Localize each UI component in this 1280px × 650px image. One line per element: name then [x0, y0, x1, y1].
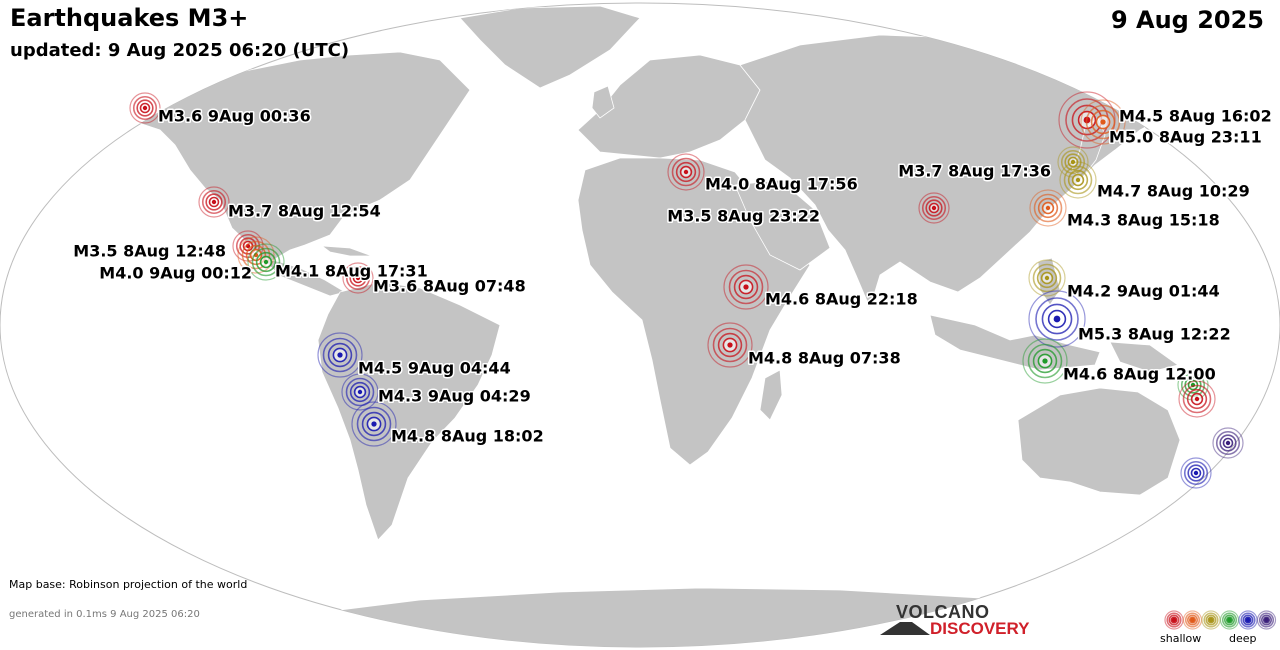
- logo-volcano-text: VOLCANO: [896, 602, 990, 622]
- earthquake-marker[interactable]: [1080, 99, 1126, 145]
- greenland: [459, 5, 641, 89]
- uk: [591, 85, 615, 119]
- earthquake-markers: M3.6 9Aug 00:36 M3.7 8Aug 12:54 M3.5 8Aug …: [72, 91, 1273, 489]
- earthquake-label: M4.0 8Aug 17:56: [705, 175, 858, 194]
- earthquake-marker[interactable]: [198, 186, 230, 218]
- cuba: [320, 245, 373, 257]
- map-date: 9 Aug 2025: [1110, 6, 1264, 34]
- earthquake-label: M3.7 8Aug 17:36: [898, 162, 1051, 181]
- legend-depth-marker[interactable]: [1182, 610, 1203, 630]
- australia: [1017, 387, 1181, 496]
- earthquake-marker[interactable]: [1059, 161, 1097, 199]
- legend-depth-marker[interactable]: [1201, 610, 1221, 630]
- earthquake-marker[interactable]: [247, 243, 285, 281]
- earthquake-marker[interactable]: [351, 401, 397, 447]
- generated-note: generated in 0.1ms 9 Aug 2025 06:20: [9, 609, 200, 620]
- earthquake-marker[interactable]: [341, 373, 379, 411]
- earthquake-label: M4.6 8Aug 12:00: [1063, 365, 1216, 384]
- earthquake-marker[interactable]: [723, 264, 769, 310]
- earthquake-marker[interactable]: [1180, 457, 1212, 489]
- earthquake-marker[interactable]: [1022, 338, 1068, 384]
- earthquake-label: M4.5 8Aug 16:02: [1119, 107, 1272, 126]
- legend-depth-marker[interactable]: [1238, 610, 1258, 630]
- earthquake-label: M4.3 8Aug 15:18: [1067, 211, 1220, 230]
- earthquake-marker[interactable]: [129, 92, 161, 124]
- earthquake-label: M5.0 8Aug 23:11: [1109, 128, 1262, 147]
- earthquake-label: M4.5 9Aug 04:44: [358, 359, 511, 378]
- earthquake-marker[interactable]: [918, 192, 950, 224]
- new-guinea: [1109, 341, 1179, 373]
- earthquake-marker[interactable]: [1178, 380, 1216, 418]
- earthquake-label: M4.6 8Aug 22:18: [765, 290, 918, 309]
- earthquake-marker[interactable]: [1028, 290, 1086, 348]
- map-title: Earthquakes M3+: [10, 4, 249, 32]
- earthquake-label: M4.1 8Aug 17:31: [275, 262, 428, 281]
- earthquake-marker[interactable]: [1028, 259, 1066, 297]
- earthquake-label: M3.5 8Aug 23:22: [667, 207, 820, 226]
- arabia: [734, 179, 831, 271]
- continents: [69, 5, 1221, 647]
- earthquake-label: M3.6 8Aug 07:48: [373, 277, 526, 296]
- legend-shallow-label: shallow: [1160, 632, 1202, 645]
- earthquake-marker[interactable]: [707, 322, 753, 368]
- earthquake-marker[interactable]: [1212, 427, 1244, 459]
- earthquake-label: M4.8 8Aug 18:02: [391, 427, 544, 446]
- earthquake-label: M5.3 8Aug 12:22: [1078, 325, 1231, 344]
- earthquake-label: M3.7 8Aug 12:54: [228, 202, 381, 221]
- earthquake-label: M4.0 9Aug 00:12: [99, 264, 252, 283]
- indonesia: [929, 314, 1101, 371]
- legend-depth-marker[interactable]: [1256, 610, 1277, 630]
- volcano-logo-icon: [880, 622, 930, 635]
- depth-legend: shallow deep: [1158, 606, 1278, 650]
- earthquake-label: M4.2 9Aug 01:44: [1067, 282, 1220, 301]
- earthquake-marker[interactable]: [237, 236, 275, 274]
- earthquake-label: M3.6 9Aug 00:36: [158, 107, 311, 126]
- earthquake-label: M3.5 8Aug 12:48: [73, 242, 226, 261]
- earthquake-marker[interactable]: [317, 332, 363, 378]
- legend-depth-marker[interactable]: [1219, 610, 1240, 630]
- map-base-note: Map base: Robinson projection of the wor…: [9, 578, 248, 591]
- madagascar: [759, 369, 783, 421]
- south-america: [317, 281, 501, 541]
- africa: [577, 157, 811, 466]
- earthquake-marker[interactable]: [1029, 189, 1067, 227]
- updated-timestamp: updated: 9 Aug 2025 06:20 (UTC): [10, 40, 350, 61]
- legend-deep-label: deep: [1229, 632, 1257, 645]
- legend-depth-marker[interactable]: [1164, 610, 1184, 630]
- logo-discovery-text: DISCOVERY: [930, 619, 1030, 638]
- volcano-discovery-logo[interactable]: VOLCANO DISCOVERY: [880, 602, 1040, 642]
- earthquake-marker[interactable]: [667, 153, 705, 191]
- earthquake-label: M4.7 8Aug 10:29: [1097, 182, 1250, 201]
- earthquake-label: M4.8 8Aug 07:38: [748, 349, 901, 368]
- depth-legend-icons: [1164, 610, 1277, 630]
- earthquake-label: M4.3 9Aug 04:29: [378, 387, 531, 406]
- earthquake-marker[interactable]: [342, 262, 374, 294]
